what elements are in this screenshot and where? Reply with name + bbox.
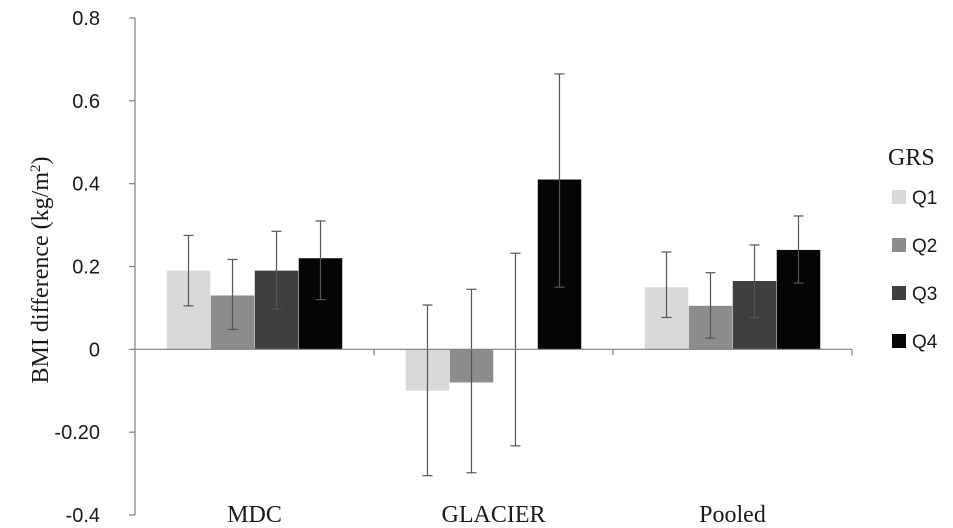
legend-title: GRS <box>888 145 935 171</box>
category-label-mdc: MDC <box>227 502 282 528</box>
category-label-pooled: Pooled <box>699 502 766 528</box>
legend-label-q2: Q2 <box>912 236 937 257</box>
y-tick-labels: -0.4 -0.20 0 0.2 0.4 0.6 0.8 <box>54 8 100 527</box>
axes <box>129 17 853 516</box>
y-tick-label: -0.4 <box>66 505 100 527</box>
legend-swatch-q2 <box>892 238 906 252</box>
y-tick-label: -0.20 <box>54 422 100 444</box>
y-tick-label: 0.8 <box>72 8 100 30</box>
y-tick-label: 0.6 <box>72 91 100 113</box>
y-axis-label: BMI difference (kg/m2) <box>28 157 54 384</box>
legend-label-q1: Q1 <box>912 188 937 209</box>
legend-swatch-q1 <box>892 190 906 204</box>
legend-label-q3: Q3 <box>912 284 937 305</box>
category-labels: MDC GLACIER Pooled <box>227 502 766 528</box>
legend: GRS Q1 Q2 Q3 Q4 <box>888 145 938 353</box>
bars <box>166 179 821 391</box>
y-tick-label: 0.4 <box>72 174 100 196</box>
legend-swatch-q3 <box>892 286 906 300</box>
y-tick-label: 0.2 <box>72 257 100 279</box>
legend-label-q4: Q4 <box>912 332 938 353</box>
category-label-glacier: GLACIER <box>442 502 546 528</box>
error-bars <box>183 73 804 477</box>
y-tick-label: 0 <box>89 339 100 361</box>
legend-swatch-q4 <box>892 334 906 348</box>
